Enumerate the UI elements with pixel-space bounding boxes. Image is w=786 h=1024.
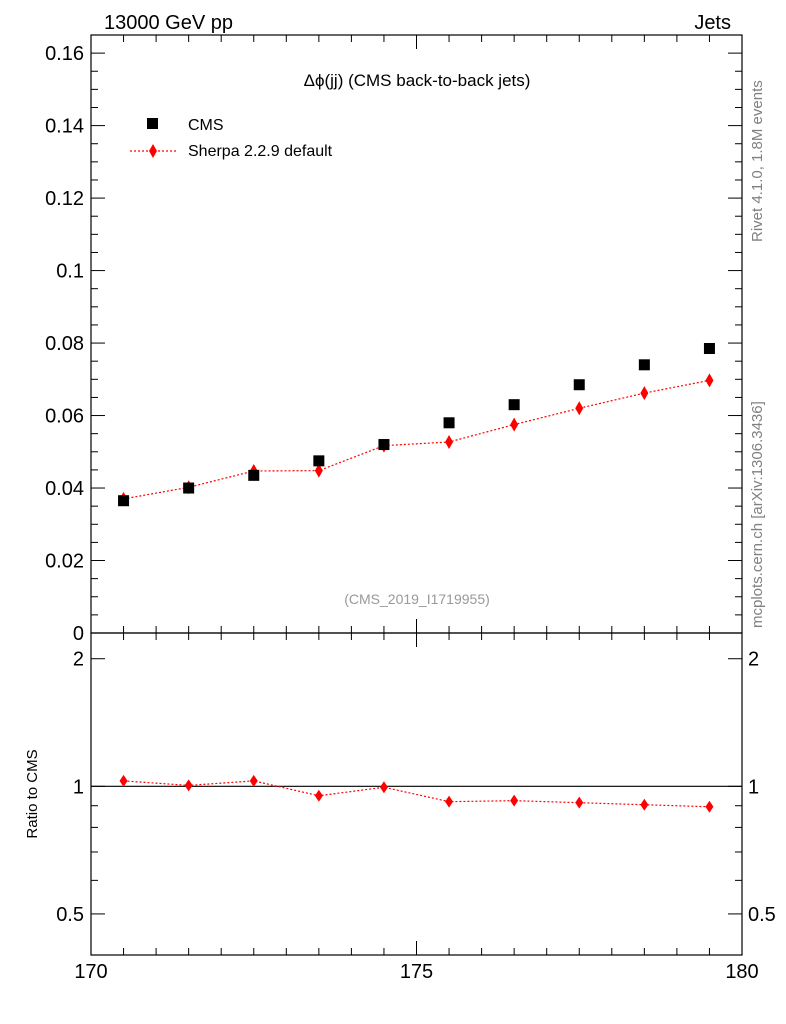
rivet-version-label: Rivet 4.1.0, 1.8M events — [749, 80, 766, 242]
cms-point — [508, 399, 520, 411]
cms-point — [378, 439, 390, 451]
ratio-axis-ticks — [90, 633, 743, 956]
ratio-sherpa-line — [123, 780, 710, 808]
title-symbol: Δϕ — [304, 71, 325, 90]
sherpa-point — [640, 386, 649, 401]
y-tick-label: 0.16 — [45, 43, 84, 65]
y-tick-label: 0.08 — [45, 333, 84, 355]
y-tick-label: 0.14 — [45, 116, 84, 138]
main-axis-ticks — [90, 34, 743, 634]
ratio-sherpa-point — [119, 774, 128, 787]
sherpa-point — [575, 401, 584, 416]
ratio-sherpa-point — [314, 789, 323, 802]
y-tick-label: 0.1 — [56, 261, 84, 283]
analysis-id-label: (CMS_2019_I1719955) — [344, 591, 490, 607]
ratio-y-axis-label: Ratio to CMS — [24, 749, 41, 838]
ratio-y-tick-label-right: 2 — [748, 649, 759, 671]
ratio-sherpa-point — [445, 795, 454, 808]
header-process-label: Jets — [694, 12, 731, 34]
x-tick-label: 175 — [400, 961, 433, 983]
x-tick-labels: 170 175 180 — [74, 961, 758, 983]
cms-point — [703, 342, 715, 354]
ratio-y-tick-labels: 0.5 0.5 1 1 2 2 — [56, 649, 776, 926]
sherpa-point — [705, 373, 714, 388]
cms-series-points — [118, 342, 715, 507]
sherpa-series-line — [123, 379, 710, 500]
sherpa-point — [510, 417, 519, 432]
sherpa-series-points — [119, 373, 714, 506]
ratio-y-tick-label-left: 1 — [73, 776, 84, 798]
cms-point — [313, 455, 325, 467]
sherpa-point — [314, 463, 323, 478]
ratio-y-tick-label-left: 2 — [73, 649, 84, 671]
ratio-sherpa-point — [510, 794, 519, 807]
ratio-sherpa-point — [184, 779, 193, 792]
cms-point — [443, 417, 455, 429]
y-tick-label: 0.04 — [45, 478, 84, 500]
legend-sherpa-marker — [149, 144, 157, 158]
ratio-sherpa-point — [575, 796, 584, 809]
ratio-sherpa-point — [640, 798, 649, 811]
cms-point — [248, 469, 260, 481]
header-energy-label: 13000 GeV pp — [104, 12, 233, 34]
cms-point — [183, 482, 195, 494]
ratio-y-tick-label-right: 0.5 — [748, 904, 776, 926]
main-y-tick-labels: 0 0.02 0.04 0.06 0.08 0.1 0.12 0.14 0.16 — [45, 43, 84, 645]
y-tick-label: 0.06 — [45, 406, 84, 428]
cms-point — [118, 495, 130, 507]
ratio-y-tick-label-right: 1 — [748, 776, 759, 798]
y-tick-label: 0.02 — [45, 551, 84, 573]
mcplots-source-label: mcplots.cern.ch [arXiv:1306.3436] — [749, 401, 766, 628]
y-tick-label: 0 — [73, 623, 84, 645]
ratio-sherpa-point — [249, 774, 258, 787]
ratio-sherpa-points — [119, 774, 714, 813]
x-tick-label: 170 — [74, 961, 107, 983]
legend-cms-marker — [147, 118, 158, 129]
x-tick-label: 180 — [725, 961, 758, 983]
legend-cms-label: CMS — [188, 117, 224, 134]
chart-title: Δϕ(jj) (CMS back-to-back jets) — [304, 71, 531, 90]
sherpa-point — [445, 435, 454, 450]
title-text: (jj) (CMS back-to-back jets) — [324, 71, 530, 90]
cms-point — [573, 379, 585, 391]
ratio-y-tick-label-left: 0.5 — [56, 904, 84, 926]
cms-point — [638, 359, 650, 371]
legend-sherpa-label: Sherpa 2.2.9 default — [188, 143, 333, 160]
ratio-sherpa-point — [379, 781, 388, 794]
ratio-sherpa-point — [705, 800, 714, 813]
y-tick-label: 0.12 — [45, 188, 84, 210]
